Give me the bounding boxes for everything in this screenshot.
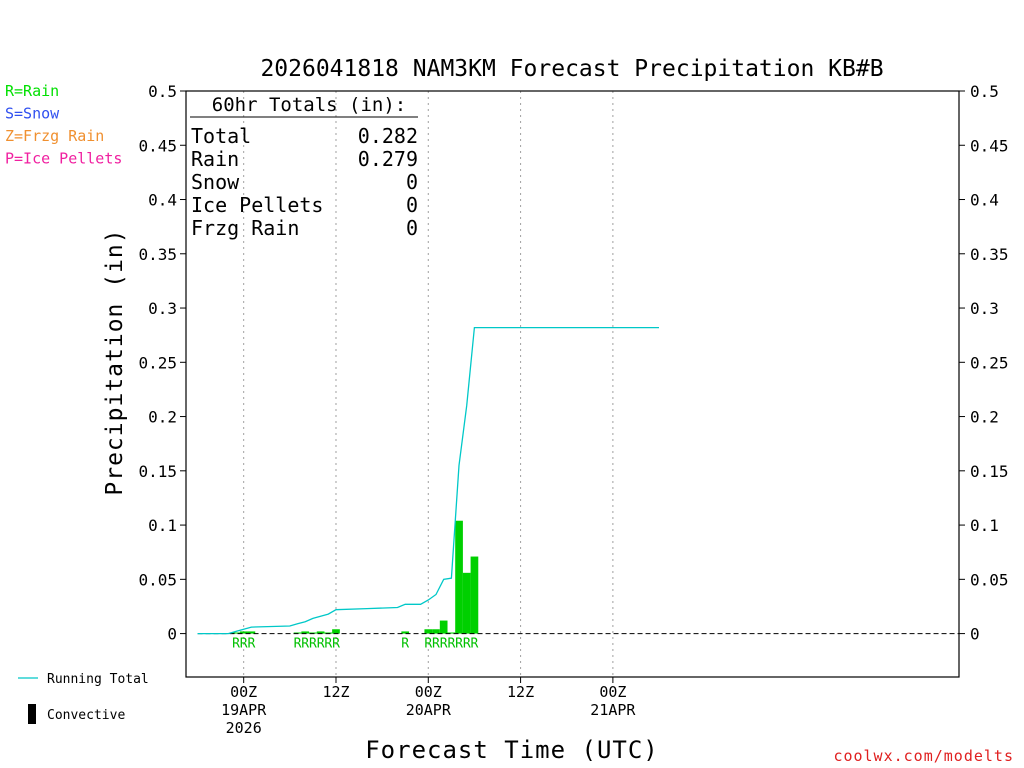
rain-marker: R — [317, 637, 325, 652]
totals-box: 60hr Totals (in): Total 0.282 Rain 0.279 Snow… — [190, 94, 418, 240]
totals-value: 0.282 — [358, 124, 418, 148]
y-tick-label: 0.25 — [138, 353, 177, 372]
rain-bar — [239, 631, 248, 634]
rain-marker: R — [455, 637, 463, 652]
bars — [232, 520, 479, 634]
x-tick-label: 19APR — [221, 701, 267, 719]
rain-bar — [462, 572, 471, 634]
x-tick-label: 21APR — [590, 701, 636, 719]
rain-bar — [247, 631, 256, 634]
series-legend-label: Running Total — [47, 672, 149, 687]
grid-lines — [243, 91, 614, 677]
series-legend: Running Total Convective — [18, 672, 149, 724]
rain-bar — [293, 632, 302, 634]
rain-marker: R — [324, 637, 332, 652]
y-tick-label: 0.45 — [138, 136, 177, 155]
totals-label: Frzg Rain — [191, 216, 299, 240]
y-tick-label-right: 0.35 — [970, 245, 1009, 264]
rain-bar — [447, 632, 456, 634]
rain-bar — [332, 629, 340, 634]
series-legend-label: Convective — [47, 708, 125, 723]
type-legend-entry: R=Rain — [5, 82, 59, 100]
type-legend-entry: P=Ice Pellets — [5, 150, 122, 168]
y-tick-label-right: 0.1 — [970, 516, 999, 535]
x-tick-label: 00Z — [230, 683, 257, 701]
y-axis-label: Precipitation (in) — [102, 228, 128, 495]
y-tick-label-right: 0.4 — [970, 191, 999, 210]
credit-text: coolwx.com/modelts — [833, 747, 1014, 765]
rain-marker: R — [247, 637, 255, 652]
x-tick-label: 2026 — [226, 719, 262, 737]
x-tick-label: 12Z — [322, 683, 349, 701]
rain-bar — [232, 632, 240, 634]
rain-marker: R — [301, 637, 309, 652]
totals-label: Rain — [191, 147, 239, 171]
y-tick-label-right: 0.5 — [970, 82, 999, 101]
totals-value: 0.279 — [358, 147, 418, 171]
rain-marker: R — [440, 637, 448, 652]
x-tick-label: 00Z — [599, 683, 626, 701]
totals-label: Snow — [191, 170, 240, 194]
totals-value: 0 — [406, 170, 418, 194]
running-total-line — [197, 326, 659, 635]
y-tick-label-right: 0.05 — [970, 570, 1009, 589]
y-tick-label: 0 — [167, 625, 177, 644]
rain-bar — [301, 631, 310, 634]
y-tick-label-right: 0 — [970, 625, 980, 644]
totals-value: 0 — [406, 193, 418, 217]
rain-bar — [424, 629, 433, 634]
totals-label: Ice Pellets — [191, 193, 323, 217]
rain-marker: R — [447, 637, 455, 652]
rain-bar — [316, 631, 325, 634]
rain-marker: R — [471, 637, 479, 652]
y-tick-label-right: 0.25 — [970, 353, 1009, 372]
x-axis-label: Forecast Time (UTC) — [365, 736, 659, 764]
totals-value: 0 — [406, 216, 418, 240]
y-tick-label: 0.2 — [148, 408, 177, 427]
y-tick-label-right: 0.45 — [970, 136, 1009, 155]
rain-marker: R — [332, 637, 340, 652]
type-legend-entry: Z=Frzg Rain — [5, 127, 104, 145]
x-tick-label: 00Z — [415, 683, 442, 701]
rain-marker: R — [294, 637, 302, 652]
convective-legend-swatch — [28, 704, 36, 724]
precip-type-legend: R=Rain S=Snow Z=Frzg Rain P=Ice Pellets — [5, 82, 122, 168]
rain-bar — [324, 632, 333, 634]
y-tick-label-right: 0.2 — [970, 408, 999, 427]
totals-label: Total — [191, 124, 251, 148]
y-tick-label: 0.35 — [138, 245, 177, 264]
rain-marker: R — [432, 637, 440, 652]
y-tick-label: 0.4 — [148, 191, 177, 210]
rain-marker: R — [401, 637, 409, 652]
rain-marker: R — [232, 637, 240, 652]
type-legend-entry: S=Snow — [5, 105, 60, 123]
rain-marker: R — [309, 637, 317, 652]
x-tick-label: 12Z — [507, 683, 534, 701]
rain-marker: R — [463, 637, 471, 652]
rain-bar — [439, 620, 448, 634]
rain-bar — [455, 520, 463, 634]
y-tick-label-right: 0.3 — [970, 299, 999, 318]
plot-frame — [185, 90, 960, 678]
y-tick-label: 0.05 — [138, 570, 177, 589]
y-tick-label: 0.3 — [148, 299, 177, 318]
y-tick-label: 0.15 — [138, 462, 177, 481]
rain-marker: R — [240, 637, 248, 652]
x-tick-label: 20APR — [406, 701, 452, 719]
totals-header: 60hr Totals (in): — [212, 94, 406, 116]
rain-bar — [470, 556, 479, 634]
chart-title: 2026041818 NAM3KM Forecast Precipitation… — [260, 56, 883, 82]
rain-bar — [309, 632, 317, 634]
y-tick-label-right: 0.15 — [970, 462, 1009, 481]
rain-bar — [401, 631, 410, 634]
rain-marker: R — [424, 637, 432, 652]
y-axis-left: 0 0.05 0.1 0.15 0.2 0.25 0.3 0.35 0.4 0.45 0.5 — [138, 82, 186, 644]
rain-bar — [432, 629, 440, 634]
y-tick-label: 0.5 — [148, 82, 177, 101]
y-axis-right: 0 0.05 0.1 0.15 0.2 0.25 0.3 0.35 0.4 0.45 0.5 — [959, 82, 1009, 644]
y-tick-label: 0.1 — [148, 516, 177, 535]
